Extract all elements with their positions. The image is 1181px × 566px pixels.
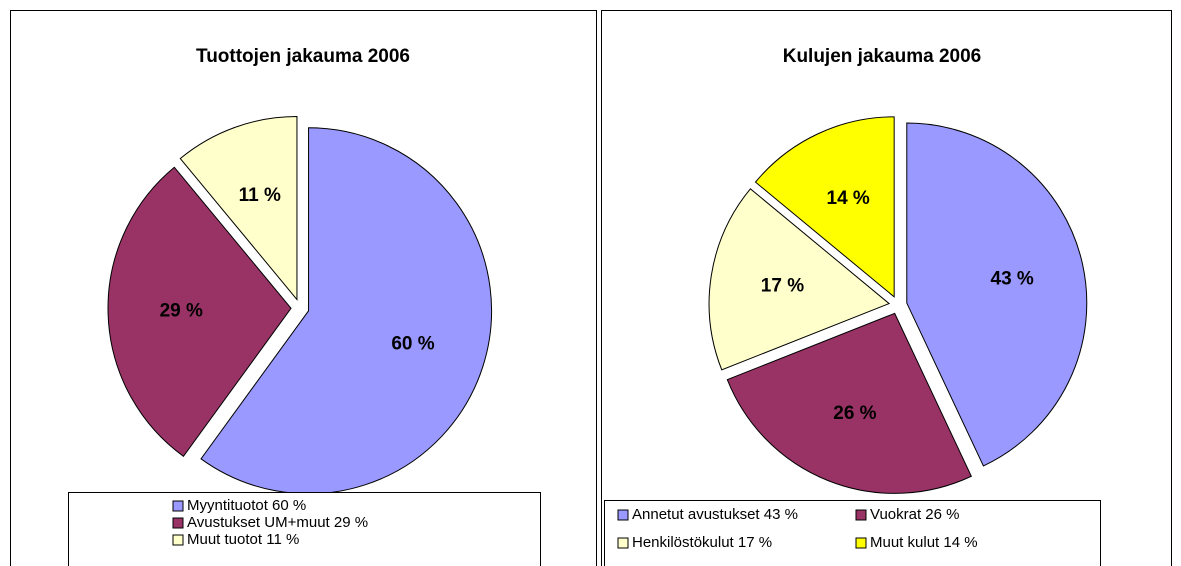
data-label: 11 %: [239, 185, 281, 206]
legend-label: Henkilöstökulut 17 %: [632, 534, 772, 551]
data-label: 29 %: [160, 301, 203, 322]
legend-swatch: [172, 534, 184, 546]
legend-label: Myyntituotot 60 %: [187, 497, 306, 514]
pie-slice: [906, 122, 1088, 467]
legend-label: Avustukset UM+muut 29 %: [187, 514, 368, 531]
pie-slice: [754, 116, 895, 298]
pie-slice: [726, 312, 972, 494]
data-label: 60 %: [391, 334, 434, 355]
chart-title: Tuottojen jakauma 2006: [196, 46, 410, 67]
legend-swatch: [855, 537, 867, 549]
legend-swatch: [172, 517, 184, 529]
data-label: 14 %: [827, 188, 870, 209]
panel: [10, 10, 597, 566]
legend: [68, 492, 541, 566]
chart-title: Kulujen jakauma 2006: [783, 46, 982, 67]
data-label: 26 %: [833, 403, 876, 424]
pie-slice: [179, 116, 298, 301]
data-label: 17 %: [761, 276, 804, 297]
legend: [604, 500, 1101, 566]
legend-swatch: [617, 537, 629, 549]
legend-swatch: [617, 509, 629, 521]
legend-label: Muut tuotot 11 %: [187, 531, 299, 548]
legend-label: Muut kulut 14 %: [870, 534, 978, 551]
legend-label: Annetut avustukset 43 %: [632, 506, 798, 523]
pie-slice: [708, 188, 891, 371]
data-label: 43 %: [991, 268, 1034, 289]
legend-label: Vuokrat 26 %: [870, 506, 960, 523]
pie-slice: [107, 166, 292, 458]
legend-swatch: [172, 500, 184, 512]
panel: [601, 10, 1172, 566]
legend-swatch: [855, 509, 867, 521]
